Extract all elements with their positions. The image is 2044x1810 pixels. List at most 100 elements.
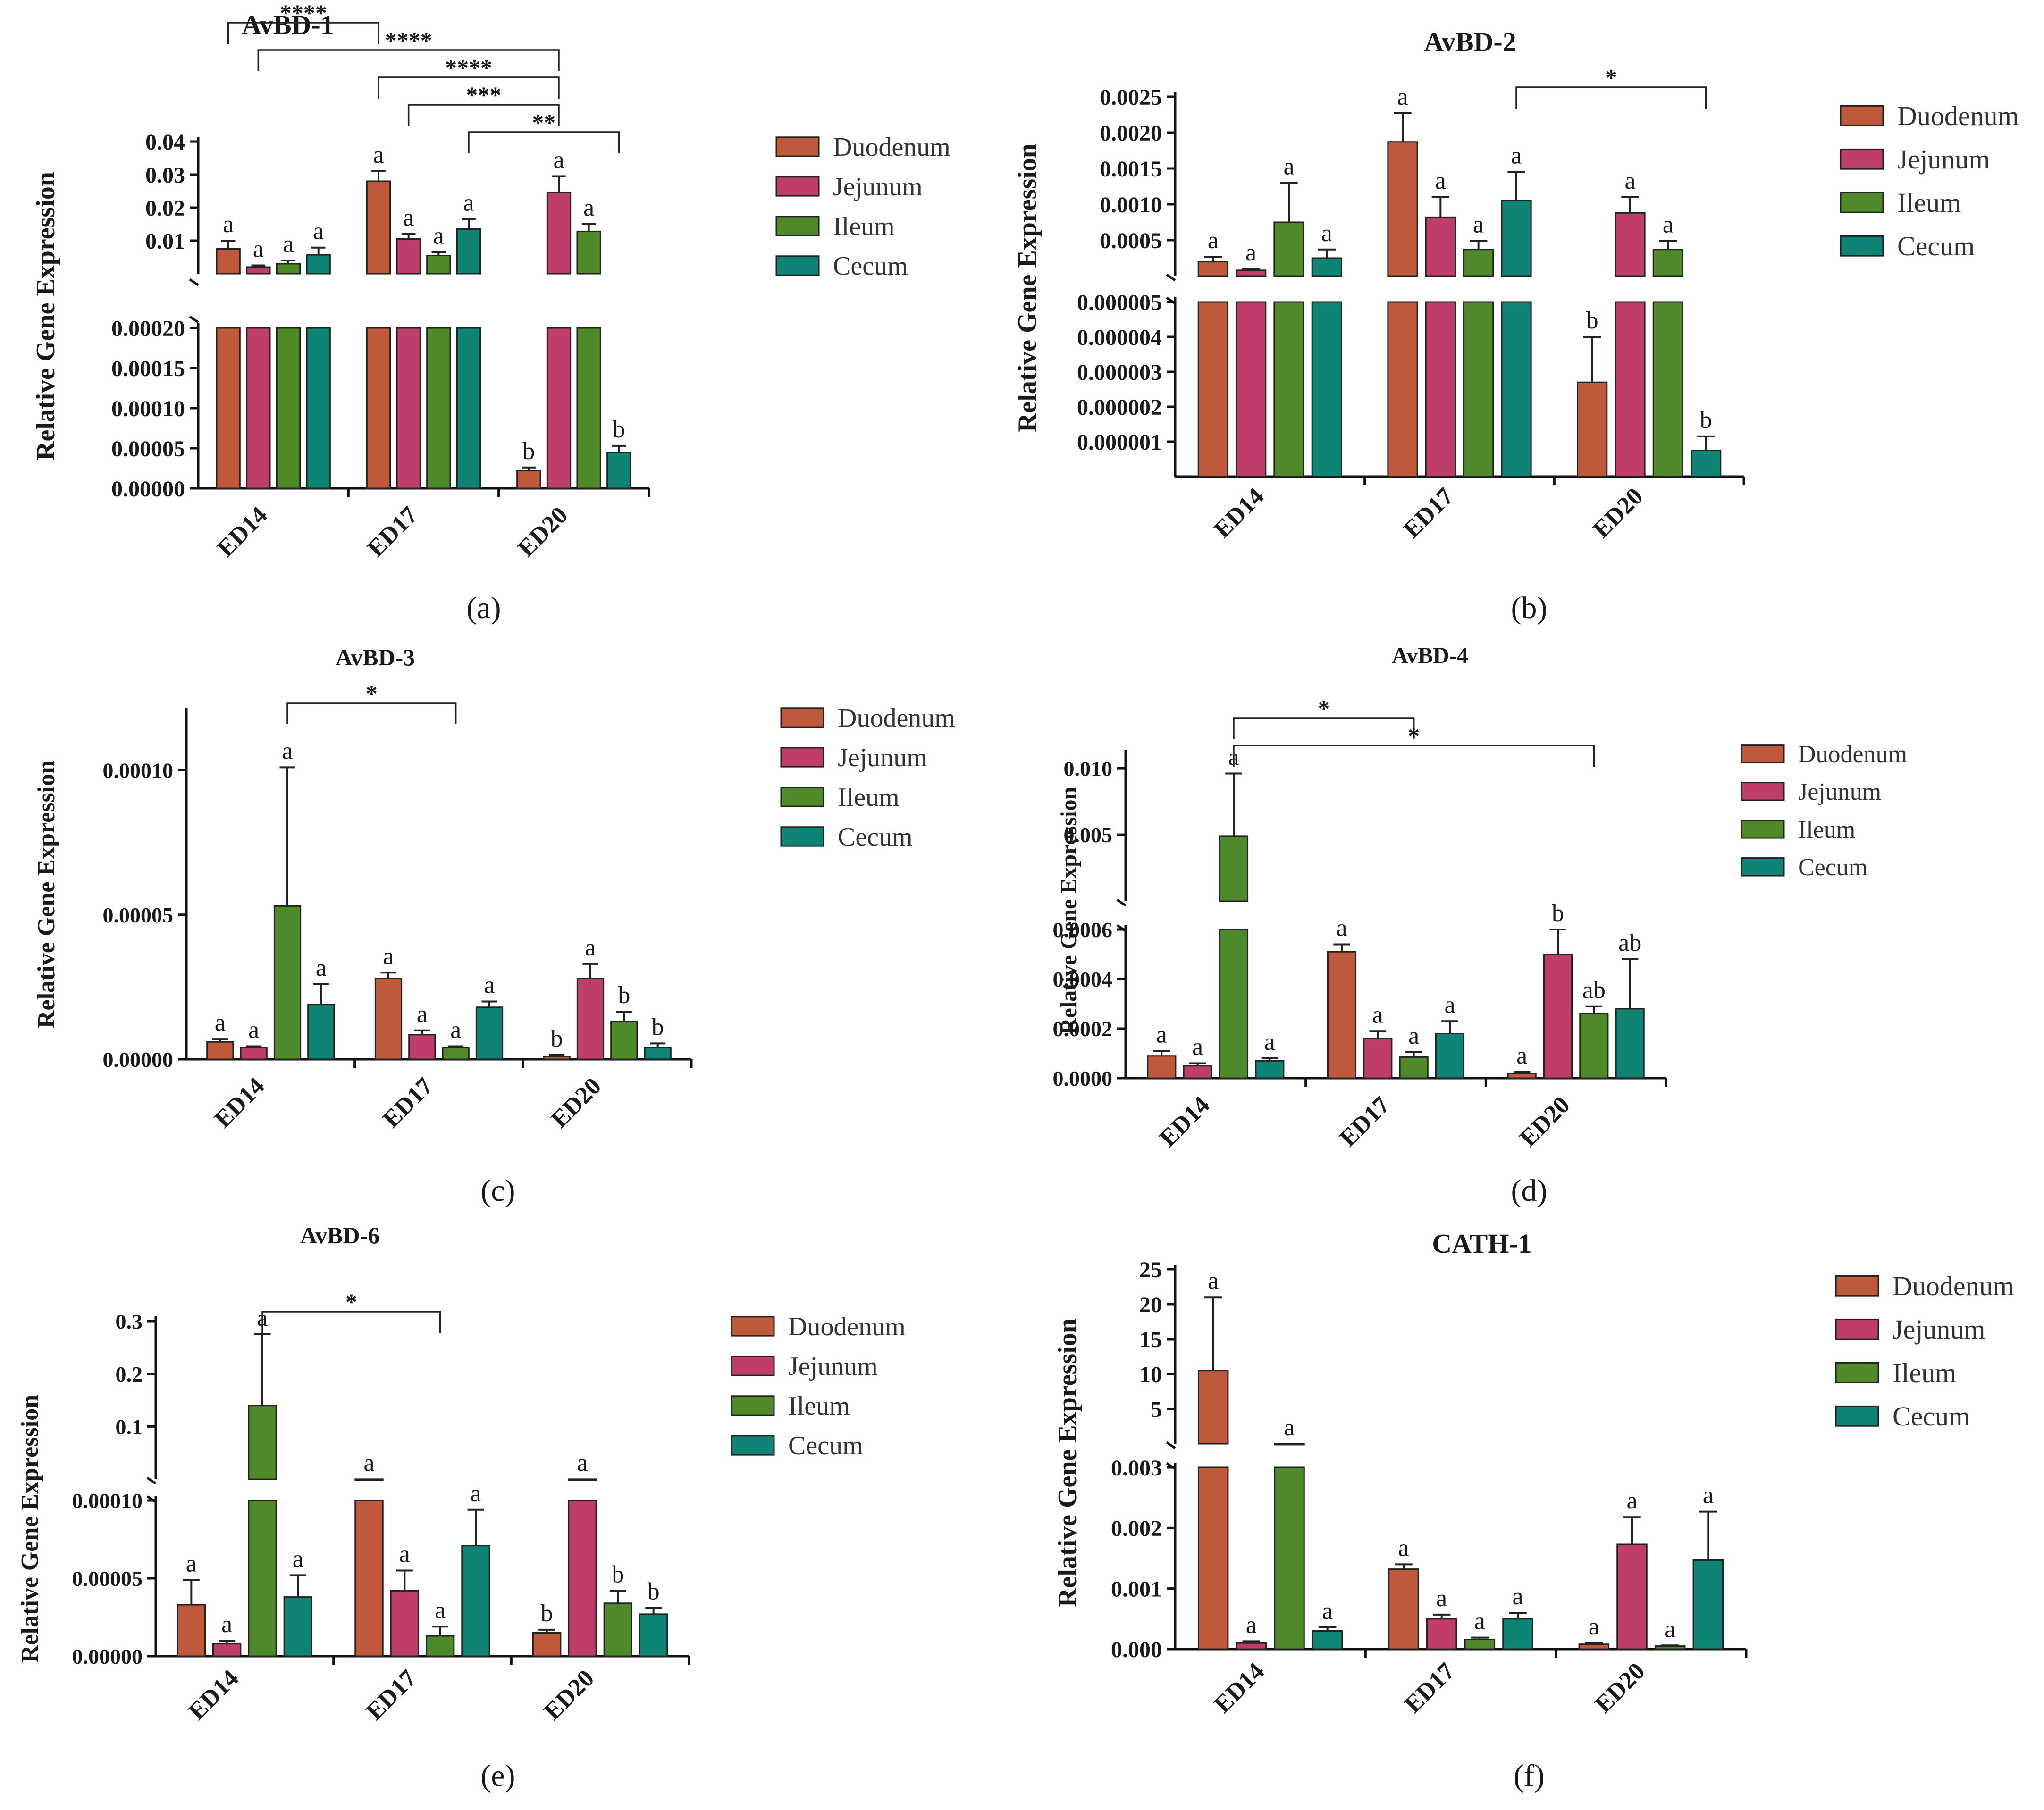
significance-letter: a <box>1436 1585 1447 1612</box>
significance-letter: a <box>186 1550 197 1577</box>
bar-cecum <box>644 1047 672 1060</box>
legend-swatch <box>731 1356 775 1376</box>
significance-stars: * <box>1408 722 1420 749</box>
legend-swatch <box>1741 857 1785 877</box>
y-tick-label: 0.003 <box>1111 1456 1162 1481</box>
legend-label: Duodenum <box>838 704 955 733</box>
legend-swatch <box>731 1395 775 1416</box>
bar-jejunum <box>240 1047 268 1060</box>
bar-cecum <box>456 327 481 489</box>
bar-duodenum-upper <box>1197 261 1228 277</box>
significance-bracket <box>407 104 560 126</box>
bar-ileum <box>276 327 301 489</box>
y-tick-label: 0.3 <box>116 1309 143 1333</box>
significance-stars: * <box>1605 64 1617 91</box>
bar-duodenum <box>216 327 241 489</box>
x-category-label: ED17 <box>362 502 423 562</box>
bar-ileum <box>1399 1056 1429 1079</box>
significance-letter: a <box>1322 1598 1333 1625</box>
bar-duodenum-upper <box>366 180 391 275</box>
axis-break-mark <box>1166 1441 1176 1450</box>
legend-swatch <box>731 1435 775 1456</box>
significance-letter: a <box>1245 239 1256 266</box>
significance-stars: ** <box>532 109 555 135</box>
bar-cecum <box>1502 1618 1533 1650</box>
y-tick-label: 0.000003 <box>1077 360 1162 385</box>
y-tick-label: 0.000002 <box>1077 395 1162 420</box>
legend-swatch <box>775 216 820 236</box>
axis-break-mark <box>1166 296 1176 305</box>
legend-swatch <box>775 176 820 197</box>
significance-letter: a <box>417 1001 428 1028</box>
significance-letter: a <box>1156 1021 1167 1048</box>
y-tick-label: 0.0006 <box>1053 918 1113 942</box>
bar-ileum-upper <box>248 1405 277 1480</box>
legend-label: Ileum <box>838 783 900 812</box>
significance-letter: a <box>253 236 264 263</box>
x-category-label: ED17 <box>378 1073 438 1133</box>
bar-duodenum-upper <box>1387 141 1418 277</box>
chart-title: AvBD-4 <box>1392 643 1468 668</box>
significance-letter: a <box>1283 153 1294 180</box>
bar-cecum <box>1501 301 1532 478</box>
chart-title: AvBD-6 <box>300 1222 380 1249</box>
y-tick-label: 0.0015 <box>1100 157 1162 182</box>
x-category-label: ED20 <box>1590 1658 1650 1718</box>
significance-letter: a <box>1398 1534 1409 1561</box>
chart-title: AvBD-2 <box>1424 26 1516 57</box>
legend-swatch <box>1741 820 1785 839</box>
panel-label: (b) <box>1511 591 1548 625</box>
significance-letter: a <box>1372 1001 1383 1028</box>
bar-jejunum-upper <box>246 266 271 275</box>
bar-jejunum-upper <box>396 238 421 275</box>
significance-stars: **** <box>385 27 432 53</box>
bar-cecum <box>1615 1008 1645 1079</box>
significance-letter: a <box>1321 220 1332 247</box>
y-tick-label: 0.001 <box>1111 1576 1162 1601</box>
bar-cecum <box>283 1596 313 1657</box>
x-category-label: ED17 <box>1398 483 1459 543</box>
significance-bracket <box>257 49 560 71</box>
legend-label: Jejunum <box>1798 779 1881 805</box>
significance-letter: a <box>1516 1042 1527 1069</box>
bar-cecum-upper <box>1501 200 1532 277</box>
y-tick-label: 0.0025 <box>1100 85 1162 110</box>
bar-ileum-upper <box>426 255 451 275</box>
significance-letter: a <box>293 1545 303 1572</box>
significance-letter: b <box>541 1600 553 1627</box>
bar-ileum <box>425 1635 455 1657</box>
bar-duodenum <box>366 327 391 489</box>
bar-cecum <box>1255 1060 1285 1079</box>
significance-bracket <box>286 702 457 724</box>
legend-swatch <box>775 136 820 157</box>
chart-panel-6: CATH-1 (f) Relative Gene Expression 5 10 15 20… <box>1053 1228 2014 1793</box>
bar-duodenum <box>1147 1055 1177 1079</box>
bar-ileum <box>610 1021 638 1060</box>
chart-title: AvBD-3 <box>336 644 415 670</box>
bar-duodenum-upper <box>354 1478 384 1481</box>
x-category-label: ED20 <box>539 1665 599 1725</box>
bar-duodenum <box>1507 1073 1537 1079</box>
axis-break-mark <box>146 1495 157 1503</box>
significance-letter: a <box>248 1016 259 1043</box>
significance-letter: a <box>1624 168 1635 194</box>
legend-swatch <box>780 826 824 847</box>
y-tick-label: 0.000004 <box>1077 325 1162 350</box>
y-tick-label: 0.00000 <box>111 477 185 502</box>
bar-jejunum-upper <box>1425 216 1456 277</box>
bar-ileum-upper <box>276 263 301 275</box>
legend-swatch <box>1840 235 1884 257</box>
significance-letter: a <box>1397 84 1408 110</box>
legend-label: Jejunum <box>833 172 923 201</box>
y-axis-label: Relative Gene Expression <box>31 172 60 461</box>
significance-letter: a <box>316 955 327 981</box>
legend-label: Ileum <box>788 1391 850 1421</box>
bar-duodenum <box>532 1632 562 1657</box>
legend-swatch <box>780 787 824 807</box>
bar-jejunum-upper <box>568 1478 597 1481</box>
bar-ileum <box>248 1500 277 1657</box>
y-tick-label: 15 <box>1139 1327 1162 1352</box>
y-tick-label: 0.0010 <box>1100 193 1162 218</box>
bar-cecum <box>1692 1559 1724 1650</box>
